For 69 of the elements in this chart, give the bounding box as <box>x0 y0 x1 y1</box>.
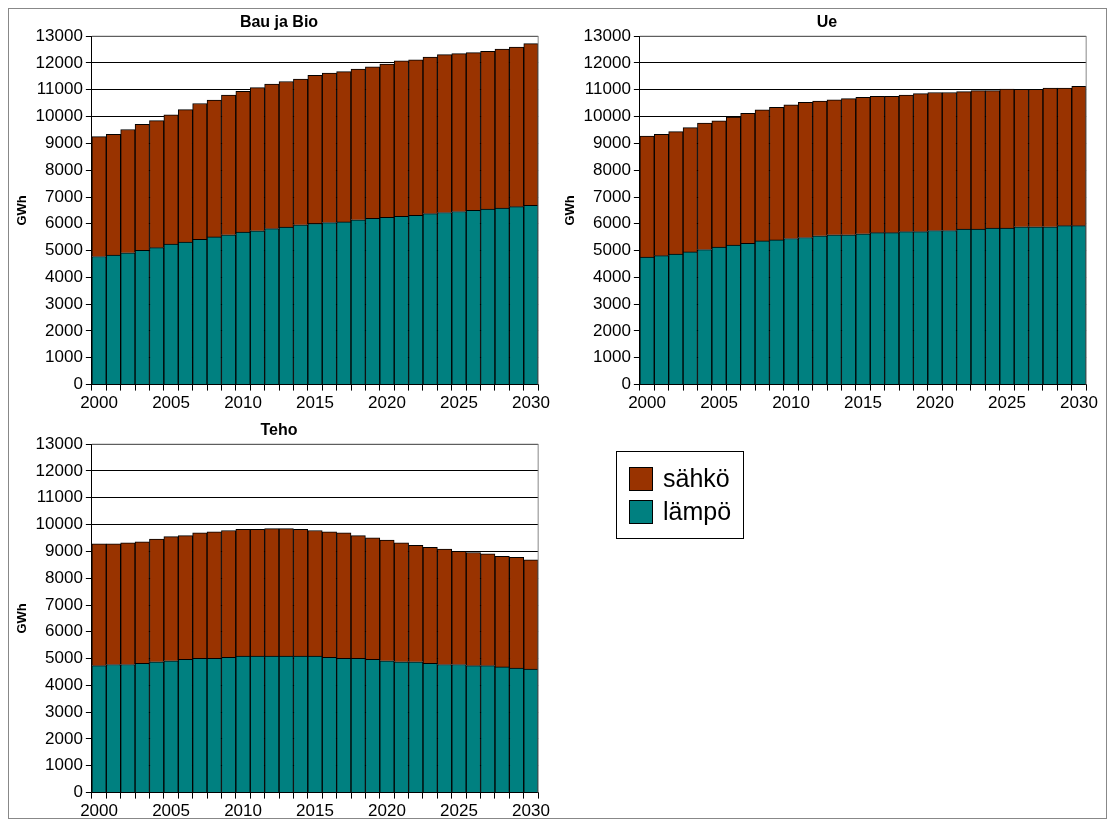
y-tick-label: 9000 <box>45 541 83 561</box>
x-tick-label: 2020 <box>916 393 954 413</box>
y-tick-label: 12000 <box>35 460 83 480</box>
y-tick-label: 8000 <box>45 567 83 587</box>
x-tick-label: 2010 <box>772 393 810 413</box>
x-tick-label: 2025 <box>440 801 478 821</box>
y-tick-label: 11000 <box>584 79 631 99</box>
x-tick-label: 2025 <box>988 393 1026 413</box>
y-tick-label: 8000 <box>593 159 631 179</box>
y-tick-label: 13000 <box>583 25 631 45</box>
x-tick-label: 2005 <box>152 801 190 821</box>
y-tick-label: 3000 <box>45 293 83 313</box>
y-axis-title: GWh <box>14 603 30 634</box>
x-tick-label: 2020 <box>368 801 406 821</box>
x-tick-label: 2030 <box>1060 393 1098 413</box>
y-tick-label: 13000 <box>35 433 83 453</box>
x-tick-label: 2030 <box>512 393 550 413</box>
y-tick-label: 5000 <box>593 240 631 260</box>
y-tick-label: 5000 <box>45 240 83 260</box>
y-tick-label: 4000 <box>45 675 83 695</box>
y-tick-label: 0 <box>73 782 83 802</box>
legend-label: sähkö <box>663 464 730 493</box>
y-tick-label: 8000 <box>45 159 83 179</box>
y-tick-label: 7000 <box>45 594 83 614</box>
y-tick-label: 2000 <box>593 320 631 340</box>
y-tick-label: 12000 <box>35 52 83 72</box>
y-tick-label: 7000 <box>45 186 83 206</box>
x-tick-label: 2015 <box>296 801 334 821</box>
y-tick-label: 12000 <box>583 52 631 72</box>
y-tick-label: 4000 <box>593 267 631 287</box>
y-tick-label: 1000 <box>45 755 83 775</box>
y-axis-title: GWh <box>562 195 578 226</box>
chart-title: Teho <box>260 421 298 439</box>
x-tick-label: 2010 <box>224 801 262 821</box>
y-tick-label: 9000 <box>593 133 631 153</box>
y-axis-title: GWh <box>14 195 30 226</box>
x-tick-label: 2025 <box>440 393 478 413</box>
x-tick-label: 2020 <box>368 393 406 413</box>
y-tick-label: 4000 <box>45 267 83 287</box>
y-tick-label: 11000 <box>36 79 83 99</box>
x-tick-label: 2015 <box>844 393 882 413</box>
y-tick-label: 2000 <box>45 728 83 748</box>
y-tick-label: 3000 <box>593 293 631 313</box>
y-tick-label: 6000 <box>45 621 83 641</box>
x-tick-label: 2005 <box>700 393 738 413</box>
y-tick-label: 6000 <box>45 213 83 233</box>
y-tick-label: 3000 <box>45 701 83 721</box>
y-tick-label: 0 <box>621 374 631 394</box>
y-tick-label: 5000 <box>45 648 83 668</box>
y-tick-label: 2000 <box>45 320 83 340</box>
y-tick-label: 9000 <box>45 133 83 153</box>
y-tick-label: 11000 <box>36 487 83 507</box>
y-tick-label: 10000 <box>583 106 631 126</box>
x-tick-label: 2005 <box>152 393 190 413</box>
y-tick-label: 13000 <box>35 25 83 45</box>
chart-title: Ue <box>816 13 838 31</box>
y-tick-label: 10000 <box>35 106 83 126</box>
y-tick-label: 0 <box>73 374 83 394</box>
y-tick-label: 1000 <box>45 347 83 367</box>
chart-title: Bau ja Bio <box>239 13 319 31</box>
y-tick-label: 10000 <box>35 514 83 534</box>
y-tick-label: 7000 <box>593 186 631 206</box>
x-tick-label: 2000 <box>628 393 666 413</box>
x-tick-label: 2015 <box>296 393 334 413</box>
text: lämpö <box>663 497 732 526</box>
y-tick-label: 1000 <box>593 347 631 367</box>
x-tick-label: 2010 <box>224 393 262 413</box>
x-tick-label: 2030 <box>512 801 550 821</box>
y-tick-label: 6000 <box>593 213 631 233</box>
